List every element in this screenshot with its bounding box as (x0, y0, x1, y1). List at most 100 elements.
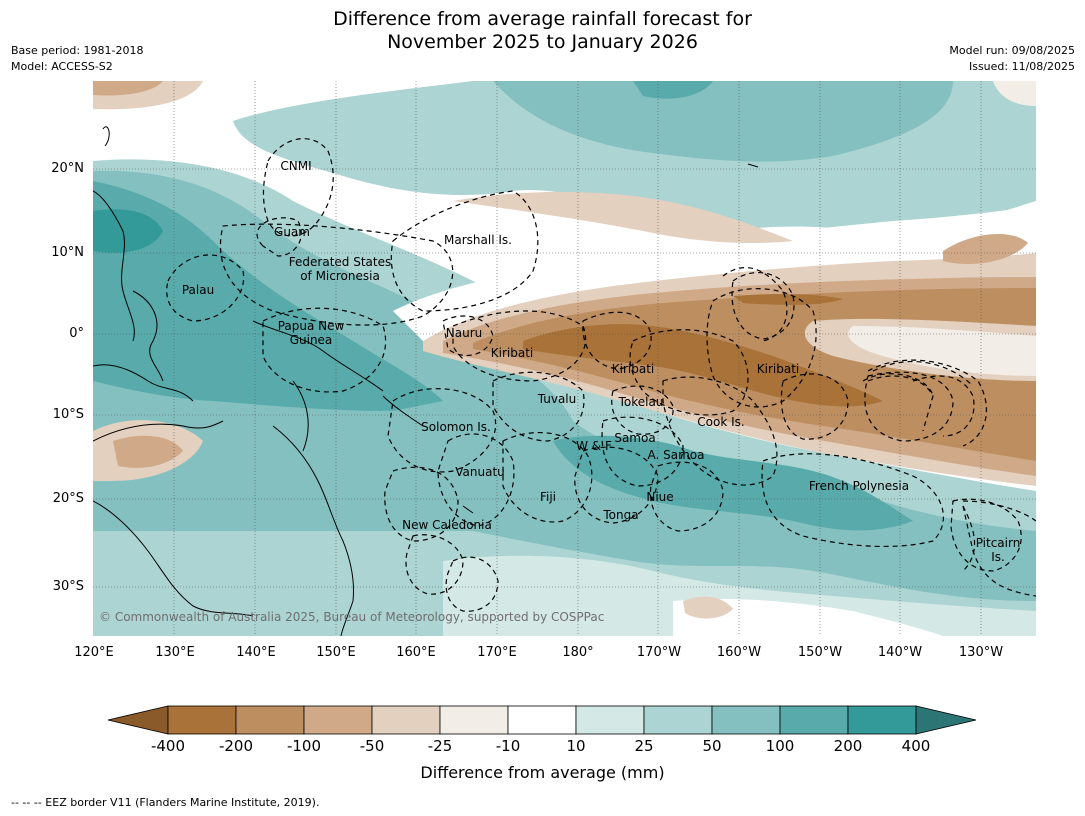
region-label: Fiji (539, 490, 557, 504)
lon-tick-label: 140°W (877, 645, 923, 660)
region-label: Federated States of Micronesia (288, 255, 392, 283)
colorbar-segment (847, 705, 917, 735)
anomaly-band (93, 181, 443, 411)
colorbar-tick-label: -10 (495, 737, 521, 755)
title-line-1: Difference from average rainfall forecas… (333, 8, 752, 30)
region-label: Kiribati (756, 362, 800, 376)
colorbar-segment (507, 705, 577, 735)
region-label: W & F (576, 439, 612, 453)
lon-tick-label: 140°E (236, 645, 276, 660)
region-label: Papua New Guinea (277, 319, 345, 347)
colorbar-segment (371, 705, 441, 735)
coastlines (93, 126, 759, 636)
colorbar-tick-label: -100 (286, 737, 322, 755)
anomaly-band (733, 294, 843, 305)
colorbar-extension-low (107, 705, 169, 735)
colorbar-segment (439, 705, 509, 735)
lat-tick-label: 0° (69, 326, 84, 341)
colorbar-segment (235, 705, 305, 735)
eez-borders (166, 138, 1036, 612)
anomaly-band (523, 324, 883, 407)
lon-tick-label: 130°E (155, 645, 195, 660)
model-name: Model: ACCESS-S2 (11, 60, 113, 73)
lat-tick-label: 30°S (52, 579, 84, 594)
map-canvas (93, 81, 1036, 636)
region-label: Tuvalu (537, 392, 577, 406)
lon-tick-label: 150°W (797, 645, 843, 660)
colorbar (107, 705, 977, 735)
lon-tick-label: 150°E (316, 645, 356, 660)
anomaly-band (113, 435, 183, 468)
colorbar-tick-label: 100 (765, 737, 795, 755)
anomaly-band (493, 81, 953, 162)
region-label: Vanuatu (455, 465, 505, 479)
colorbar-tick-label: 10 (566, 737, 586, 755)
anomaly-band (943, 233, 1028, 265)
anomaly-band (633, 81, 713, 99)
chart-title: Difference from average rainfall forecas… (0, 8, 1085, 54)
region-label: Tokelau (618, 395, 664, 409)
region-label: Palau (181, 283, 215, 297)
lon-tick-label: 160°E (396, 645, 436, 660)
title-line-2: November 2025 to January 2026 (387, 31, 698, 53)
lat-tick-label: 20°N (51, 161, 84, 176)
base-period: Base period: 1981-2018 (11, 44, 144, 57)
colorbar-tick-label: 25 (634, 737, 654, 755)
region-label: Marshall Is. (444, 233, 512, 247)
region-label: Tonga (603, 508, 639, 522)
lat-tick-label: 10°N (51, 245, 84, 260)
anomaly-band (683, 596, 733, 619)
anomaly-band (553, 435, 913, 531)
colorbar-extension-high (915, 705, 977, 735)
copyright-note: © Commonwealth of Australia 2025, Bureau… (99, 610, 605, 624)
region-label: Nauru (445, 326, 483, 340)
anomaly-band (93, 81, 163, 96)
region-label: Samoa (614, 431, 656, 445)
colorbar-tick-label: -50 (359, 737, 385, 755)
anomaly-band (443, 555, 1036, 636)
eez-legend-note: -- -- -- EEZ border V11 (Flanders Marine… (11, 796, 320, 809)
colorbar-tick-label: -400 (150, 737, 186, 755)
lon-tick-label: 160°W (716, 645, 762, 660)
lon-tick-label: 120°E (74, 645, 114, 660)
issued-date: Issued: 11/08/2025 (968, 60, 1075, 73)
anomaly-band (993, 81, 1036, 106)
colorbar-segment (575, 705, 645, 735)
region-label: Kiribati (611, 362, 655, 376)
colorbar-tick-label: 50 (702, 737, 722, 755)
colorbar-segment (303, 705, 373, 735)
colorbar-tick-label: -25 (427, 737, 453, 755)
colorbar-tick-label: 400 (901, 737, 931, 755)
colorbar-segment (643, 705, 713, 735)
region-label: Pitcairn Is. (975, 536, 1021, 564)
colorbar-segment (711, 705, 781, 735)
region-label: French Polynesia (808, 479, 910, 493)
lon-tick-label: 180° (562, 645, 594, 660)
region-label: A. Samoa (647, 448, 705, 462)
anomaly-band (93, 209, 163, 253)
lon-tick-label: 170°E (477, 645, 517, 660)
region-label: New Caledonia (402, 518, 492, 532)
region-label: Guam (274, 225, 310, 239)
region-label: Cook Is. (697, 415, 745, 429)
region-label: Solomon Is. (421, 420, 491, 434)
model-run: Model run: 09/08/2025 (949, 44, 1075, 57)
anomaly-band (453, 191, 793, 244)
lon-tick-label: 130°W (958, 645, 1004, 660)
colorbar-segment (779, 705, 849, 735)
colorbar-label: Difference from average (mm) (420, 763, 665, 782)
anomaly-band (673, 599, 943, 636)
colorbar-tick-label: 200 (833, 737, 863, 755)
gridlines (93, 81, 1036, 636)
region-label: CNMI (280, 159, 312, 173)
colorbar-segment (167, 705, 237, 735)
region-label: Kiribati (490, 346, 534, 360)
lat-tick-label: 20°S (52, 491, 84, 506)
meta-right: Model run: 09/08/2025 Issued: 11/08/2025 (949, 43, 1075, 75)
lon-tick-label: 170°W (636, 645, 682, 660)
anomaly-band (848, 326, 1036, 376)
colorbar-tick-label: -200 (218, 737, 254, 755)
rainfall-map (93, 81, 1036, 636)
meta-left: Base period: 1981-2018 Model: ACCESS-S2 (11, 43, 143, 75)
region-label: Niue (646, 490, 674, 504)
